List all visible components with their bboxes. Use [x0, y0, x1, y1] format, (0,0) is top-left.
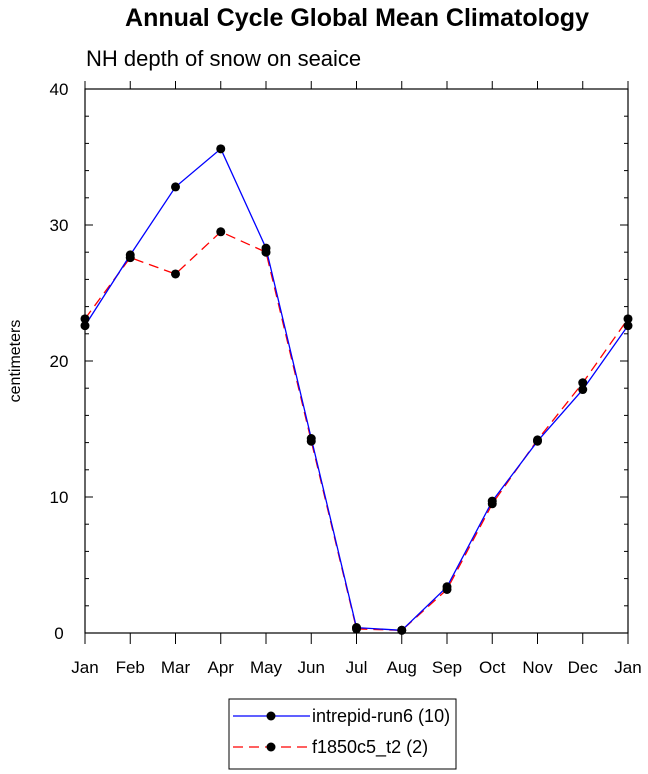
- x-tick-label: May: [250, 658, 283, 677]
- data-point-series-0: [352, 623, 361, 633]
- x-tick-label: Jan: [614, 658, 641, 677]
- data-point-series-0: [261, 243, 271, 253]
- y-tick-label: 0: [54, 624, 63, 643]
- axis-ticks: 0 10 20 30 40 Jan Feb Mar Apr May Jun Jul Aug Sep Oct N…: [50, 80, 642, 677]
- y-axis-label: centimeters: [7, 320, 24, 403]
- legend-label-intrepid: intrepid-run6 (10): [312, 706, 450, 726]
- series-line-0: [84, 147, 629, 631]
- data-point-series-0: [125, 250, 135, 260]
- x-tick-label: Jun: [298, 658, 325, 677]
- data-point-series-0: [442, 582, 452, 592]
- data-point-series-0: [216, 144, 226, 154]
- data-point-series-1: [578, 378, 588, 388]
- x-tick-label: Apr: [208, 658, 235, 677]
- legend-marker-f1850c5: [266, 742, 276, 752]
- data-point-series-0: [487, 496, 497, 506]
- x-tick-label: Nov: [522, 658, 553, 677]
- data-point-series-0: [578, 385, 588, 395]
- legend-marker-intrepid: [266, 711, 276, 721]
- x-tick-label: Jul: [346, 658, 368, 677]
- y-tick-label: 30: [50, 216, 69, 235]
- legend-label-f1850c5: f1850c5_t2 (2): [312, 737, 428, 758]
- chart-subtitle: NH depth of snow on seaice: [86, 46, 361, 71]
- data-point-series-1: [171, 269, 180, 279]
- y-tick-label: 40: [50, 80, 69, 99]
- data-point-series-0: [171, 182, 180, 192]
- x-tick-label: Jan: [71, 658, 98, 677]
- x-tick-label: Dec: [568, 658, 599, 677]
- x-tick-label: Mar: [161, 658, 191, 677]
- x-tick-label: Feb: [116, 658, 145, 677]
- data-point-series-1: [216, 227, 226, 237]
- data-point-series-0: [306, 434, 316, 444]
- data-point-series-0: [533, 436, 542, 446]
- plot-frame: [84, 88, 629, 634]
- plot-area: [80, 144, 633, 635]
- chart-title: Annual Cycle Global Mean Climatology: [125, 4, 589, 32]
- y-tick-label: 20: [50, 352, 69, 371]
- x-tick-label: Sep: [432, 658, 462, 677]
- legend-box: [228, 698, 457, 770]
- y-tick-label: 10: [50, 488, 69, 507]
- x-tick-label: Aug: [387, 658, 417, 677]
- x-tick-label: Oct: [479, 658, 506, 677]
- legend: intrepid-run6 (10) f1850c5_t2 (2): [228, 698, 457, 770]
